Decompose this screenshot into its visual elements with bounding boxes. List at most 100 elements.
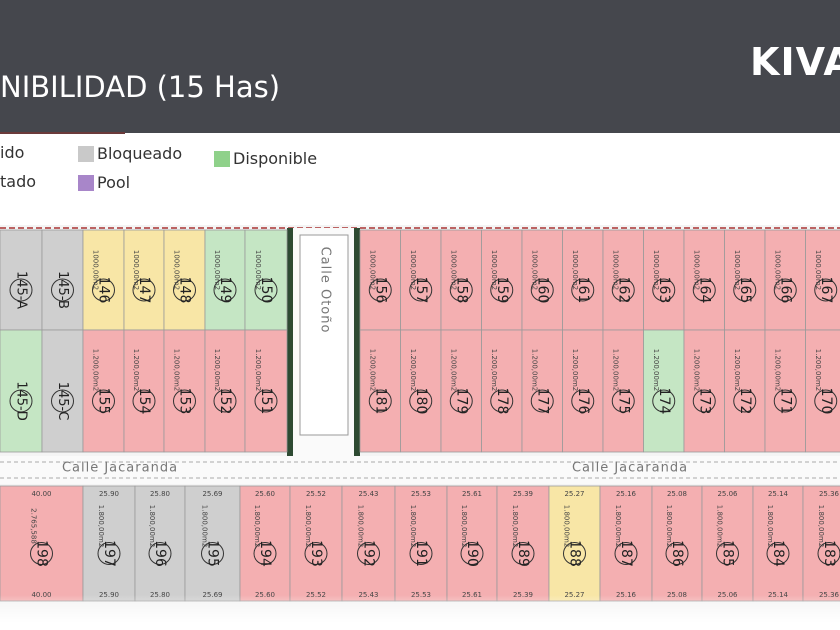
lot-area: 1.800,00m2 xyxy=(563,505,571,547)
lot-area: 1.200,00m2 xyxy=(490,349,498,391)
lot xyxy=(440,229,482,331)
lot xyxy=(400,229,442,331)
lot-badge xyxy=(692,389,716,413)
lot-number: 176 xyxy=(575,388,591,415)
lot-badge xyxy=(530,278,554,302)
lot-area: 1.800,00m2 xyxy=(253,505,261,547)
legend-label: Disponible xyxy=(233,149,318,168)
lot-number: 196 xyxy=(152,540,168,567)
lot-front: 40.00 xyxy=(31,490,51,498)
lot-number: 145-B xyxy=(55,271,70,309)
lot-number: 178 xyxy=(494,388,510,415)
lot-number: 148 xyxy=(177,277,193,304)
lot-number: 147 xyxy=(136,277,152,304)
lot-number: 146 xyxy=(96,277,112,304)
lot xyxy=(764,229,806,331)
lot-area: 1000,00m2 xyxy=(490,250,498,290)
lot-number: 149 xyxy=(217,277,233,304)
lot-number: 180 xyxy=(413,388,429,415)
lot-badge xyxy=(571,278,595,302)
lot-area: 1.200,00m2 xyxy=(814,349,822,391)
lot-number: 175 xyxy=(615,388,631,415)
lot-area: 1.800,00m2 xyxy=(201,505,209,547)
lot-badge xyxy=(254,389,278,413)
lot-number: 150 xyxy=(258,277,274,304)
lot-number: 188 xyxy=(567,540,583,567)
lot-badge xyxy=(173,278,196,302)
lot-number: 195 xyxy=(205,540,221,567)
lot xyxy=(602,229,644,331)
title: NIBILIDAD (15 Has) xyxy=(0,70,281,104)
lot-number: 151 xyxy=(258,388,274,415)
lot-area: 1.800,00m2 xyxy=(766,505,774,547)
lot-area: 1.800,00m2 xyxy=(665,505,673,547)
lot-badge xyxy=(611,278,635,302)
lot-front: 25.06 xyxy=(717,490,738,498)
lot-badge xyxy=(652,278,676,302)
lot-badge xyxy=(733,389,757,413)
lot-badge xyxy=(652,389,676,413)
lot-badge xyxy=(814,278,838,302)
lot-badge xyxy=(460,542,484,565)
lot xyxy=(602,329,644,453)
lot-front: 25.60 xyxy=(255,490,275,498)
lot-number: 161 xyxy=(575,277,591,304)
lot-front: 25.69 xyxy=(202,490,222,498)
lot xyxy=(481,229,523,331)
lot xyxy=(244,229,288,331)
lot-number: 192 xyxy=(361,540,377,567)
lot xyxy=(204,229,246,331)
lot-area: 1.800,00m2 xyxy=(817,505,825,547)
lot-area: 1.200,00m2 xyxy=(611,349,619,391)
lot xyxy=(82,329,125,453)
lot-area: 1.200,00m2 xyxy=(213,349,221,391)
lot-area: 1000,00m2 xyxy=(368,250,376,290)
legend-swatch xyxy=(78,146,94,162)
street-border xyxy=(287,228,293,456)
lot-area: 1000,00m2 xyxy=(733,250,741,290)
lot-area: 1000,00m2 xyxy=(132,250,140,290)
lot-number: 166 xyxy=(777,277,793,304)
lot-front: 25.27 xyxy=(564,490,584,498)
lot-front: 25.61 xyxy=(462,490,482,498)
lot-number: 189 xyxy=(515,540,531,567)
lot xyxy=(123,229,165,331)
lot-badge xyxy=(132,389,156,413)
lot xyxy=(643,229,685,331)
lot-number: 174 xyxy=(656,388,672,415)
lot-area: 1.800,00m2 xyxy=(304,505,312,547)
lot-badge xyxy=(409,278,433,302)
lot-area: 1000,00m2 xyxy=(449,250,457,290)
lot xyxy=(496,485,550,602)
lot xyxy=(764,329,806,453)
street xyxy=(0,456,840,484)
lot-number: 173 xyxy=(696,388,712,415)
lot-badge xyxy=(614,542,638,565)
lot-badge xyxy=(92,389,115,413)
lot-front: 25.14 xyxy=(768,490,789,498)
lot xyxy=(724,329,766,453)
lot-area: 2.765,588 xyxy=(30,508,38,544)
lot-area: 1.200,00m2 xyxy=(368,349,376,391)
lot-badge xyxy=(530,389,554,413)
lot-area: 1000,00m2 xyxy=(571,250,579,290)
lot xyxy=(683,229,725,331)
lot-front: 25.39 xyxy=(513,490,533,498)
lot-number: 179 xyxy=(453,388,469,415)
lot-badge xyxy=(304,542,328,565)
lot-area: 1.200,00m2 xyxy=(652,349,660,391)
legend-label: Bloqueado xyxy=(97,144,183,163)
lot-badge xyxy=(9,278,33,302)
lot-area: 1.800,00m2 xyxy=(460,505,468,547)
lot xyxy=(599,485,653,602)
lot-area: 1.800,00m2 xyxy=(357,505,365,547)
lot-number: 154 xyxy=(136,388,152,415)
lot-front: 25.90 xyxy=(99,490,119,498)
lot-number: 158 xyxy=(453,277,469,304)
lot-badge xyxy=(30,542,53,565)
lot-number: 156 xyxy=(372,277,388,304)
lot xyxy=(41,329,84,453)
lot-badge xyxy=(51,278,74,302)
lot-front: 25.16 xyxy=(616,490,637,498)
lot-area: 1.200,00m2 xyxy=(733,349,741,391)
